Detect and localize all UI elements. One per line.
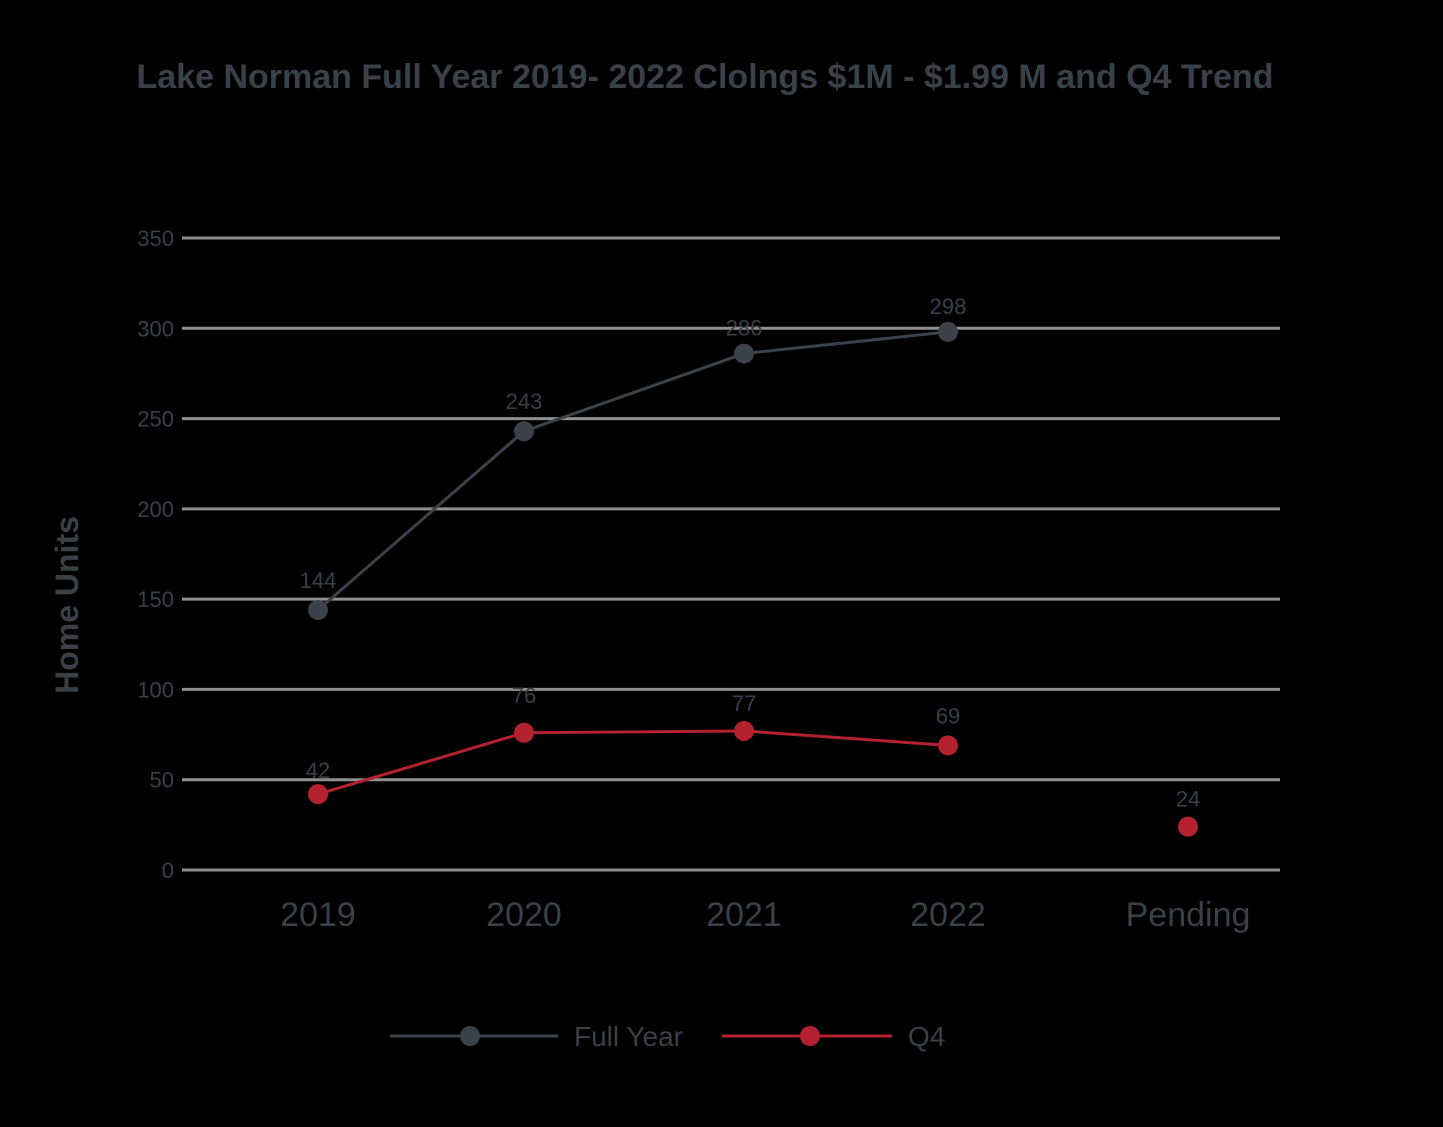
point-q4-2021 [734,720,754,741]
legend-item-full-year: Full Year [390,1021,683,1052]
legend-label-full-year: Full Year [574,1021,683,1052]
data-label-full-year-2020: 243 [506,389,543,414]
y-tick-200: 200 [137,497,174,522]
data-label-q4-2022: 69 [936,703,960,728]
x-tick-2019: 2019 [280,896,356,934]
x-tick-2021: 2021 [706,896,782,934]
data-label-full-year-2019: 144 [300,568,337,593]
y-tick-350: 350 [137,226,174,251]
y-tick-150: 150 [137,587,174,612]
data-label-q4-2021: 77 [732,691,756,716]
x-tick-2020: 2020 [486,896,562,934]
x-axis-ticks: 2019 2020 2021 2022 Pending [280,896,1250,934]
legend: Full Year Q4 [390,1021,945,1052]
point-q4-pending [1178,816,1198,837]
point-q4-2020 [514,722,534,743]
y-tick-250: 250 [137,407,174,432]
point-full-year-2022 [938,321,958,342]
data-label-full-year-2021: 286 [726,316,763,341]
y-tick-0: 0 [162,858,174,883]
legend-marker-q4 [800,1026,820,1046]
point-full-year-2020 [514,421,534,442]
legend-marker-full-year [460,1026,480,1046]
y-axis-ticks: 0 50 100 150 200 250 300 350 [137,226,174,883]
legend-item-q4: Q4 [722,1021,945,1052]
data-label-q4-pending: 24 [1176,787,1200,812]
x-tick-2022: 2022 [910,896,986,934]
y-tick-300: 300 [137,316,174,341]
data-label-q4-2020: 76 [512,683,536,708]
chart-title: Lake Norman Full Year 2019- 2022 Clolngs… [137,58,1274,96]
point-full-year-2021 [734,343,754,364]
point-q4-2019 [308,784,328,805]
series-line-q4 [317,729,949,796]
data-label-q4-2019: 42 [306,758,330,783]
point-full-year-2019 [308,599,328,620]
legend-label-q4: Q4 [908,1021,945,1052]
y-tick-100: 100 [137,677,174,702]
x-tick-pending: Pending [1126,896,1251,934]
y-tick-50: 50 [150,768,174,793]
series-q4: 42 76 77 69 24 [306,683,1200,837]
y-axis-label: Home Units [49,516,85,694]
data-label-full-year-2022: 298 [930,294,967,319]
point-q4-2022 [938,735,958,756]
series-layer: 144 243 286 298 42 76 77 69 24 [300,294,1200,837]
series-full-year: 144 243 286 298 [300,294,967,620]
series-line-full-year [317,330,949,612]
